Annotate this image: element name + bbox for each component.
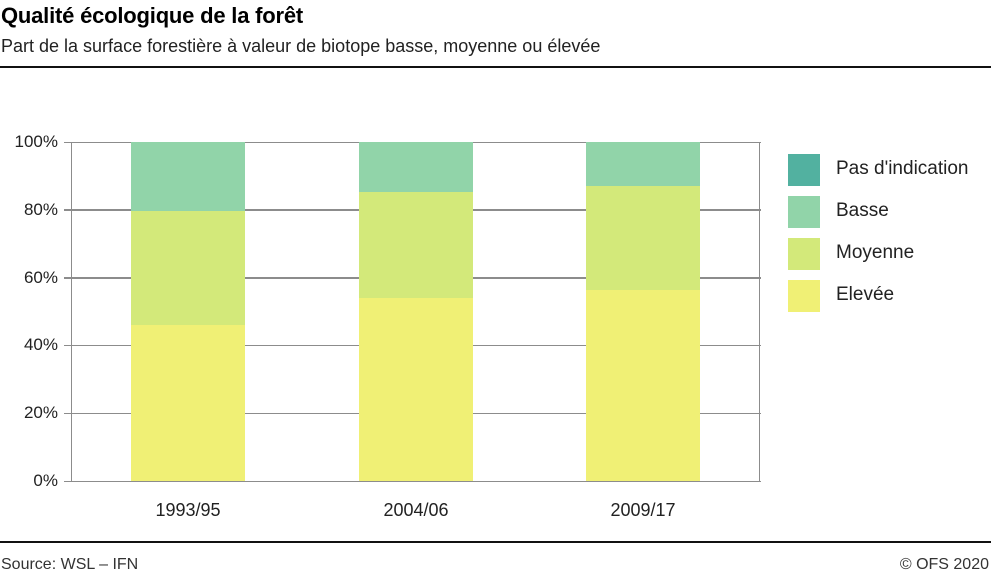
bar-1993-95 — [131, 142, 245, 481]
legend-item: Basse — [788, 196, 991, 228]
chart-title: Qualité écologique de la forêt — [1, 3, 304, 28]
legend-item: Elevée — [788, 280, 991, 312]
y-tick-label: 0% — [33, 471, 58, 490]
bar-segment-basse — [586, 142, 700, 187]
y-tick-label: 100% — [14, 132, 58, 151]
legend-swatch-icon — [788, 238, 820, 270]
bar-segment-moyenne — [359, 192, 473, 298]
bar-segment-eleve — [586, 290, 700, 481]
source-note: Source: WSL – IFN — [1, 556, 139, 573]
copyright-note: © OFS 2020 — [899, 556, 989, 573]
x-tick-label: 1993/95 — [155, 500, 221, 520]
bar-2004-06 — [359, 142, 473, 481]
bar-segment-eleve — [131, 325, 245, 481]
bar-2009-17 — [586, 142, 700, 481]
legend-label: Elevée — [836, 284, 895, 305]
bar-segment-eleve — [359, 297, 473, 481]
legend-swatch-icon — [788, 196, 820, 228]
header-rule — [0, 66, 991, 68]
legend-label: Pas d'indication — [836, 158, 969, 179]
legend-label: Basse — [836, 200, 889, 221]
legend-swatch-icon — [788, 280, 820, 312]
legend-item: Moyenne — [788, 238, 991, 270]
chart-subtitle: Part de la surface forestière à valeur d… — [1, 36, 601, 56]
legend-swatch-icon — [788, 154, 820, 186]
x-tick-label: 2009/17 — [610, 500, 676, 520]
legend-label: Moyenne — [836, 242, 915, 263]
y-tick-label: 40% — [23, 335, 58, 355]
bar-segment-basse — [131, 142, 245, 211]
bar-segment-basse — [359, 142, 473, 193]
x-tick-label: 2004/06 — [383, 500, 449, 520]
bar-segment-moyenne — [586, 186, 700, 291]
legend-item: Pas d'indication — [788, 154, 991, 186]
plot-area — [71, 142, 760, 481]
gridline — [64, 480, 761, 482]
footer-rule — [0, 541, 991, 543]
y-tick-label: 80% — [23, 199, 58, 219]
y-tick-label: 60% — [23, 267, 58, 287]
y-tick-label: 20% — [23, 403, 58, 423]
bar-segment-moyenne — [131, 210, 245, 326]
